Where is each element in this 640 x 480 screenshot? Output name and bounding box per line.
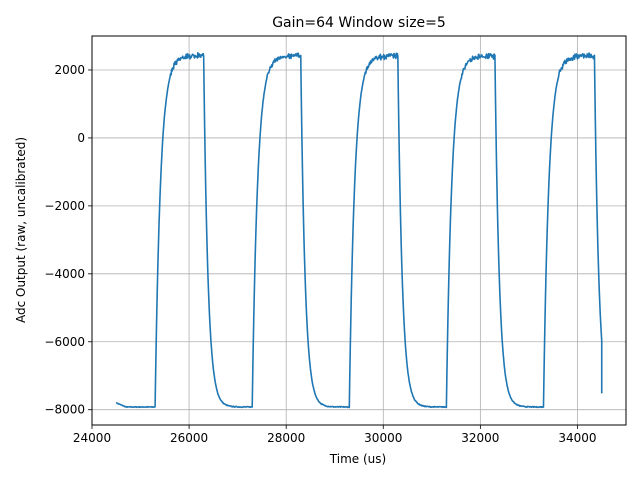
y-tick-label: −8000	[44, 403, 85, 417]
y-tick-label: −2000	[44, 199, 85, 213]
y-tick-label: 0	[77, 131, 85, 145]
x-tick-label: 32000	[461, 431, 499, 445]
y-tick-label: −6000	[44, 335, 85, 349]
x-ticks: 24000 26000 28000 30000 32000 34000	[73, 425, 597, 445]
y-axis-label: Adc Output (raw, uncalibrated)	[14, 137, 28, 323]
x-tick-label: 30000	[364, 431, 402, 445]
x-tick-label: 34000	[558, 431, 596, 445]
series-layer	[115, 52, 603, 409]
chart-title: Gain=64 Window size=5	[272, 15, 446, 31]
x-tick-label: 26000	[170, 431, 208, 445]
x-axis-label: Time (us)	[329, 452, 386, 466]
y-tick-label: 2000	[54, 63, 85, 77]
y-tick-label: −4000	[44, 267, 85, 281]
plot-frame	[91, 35, 627, 426]
grid	[91, 36, 626, 425]
x-tick-label: 24000	[73, 431, 111, 445]
y-ticks: −8000 −6000 −4000 −2000 0 2000	[44, 63, 92, 417]
series-line	[115, 52, 603, 409]
x-tick-label: 28000	[267, 431, 305, 445]
